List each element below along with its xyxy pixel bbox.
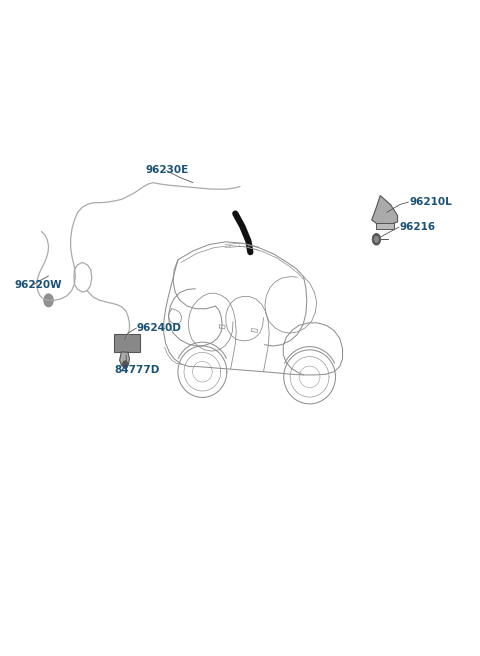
Text: 96210L: 96210L xyxy=(409,197,452,207)
Text: 96216: 96216 xyxy=(400,222,436,232)
Circle shape xyxy=(122,361,128,369)
Circle shape xyxy=(374,236,379,243)
Text: 96230E: 96230E xyxy=(146,165,189,176)
Text: 84777D: 84777D xyxy=(114,365,159,375)
Text: 96220W: 96220W xyxy=(14,280,62,290)
Text: 96240D: 96240D xyxy=(136,323,181,333)
FancyBboxPatch shape xyxy=(114,334,140,352)
Polygon shape xyxy=(372,195,397,225)
Circle shape xyxy=(44,294,53,307)
Circle shape xyxy=(372,234,381,245)
FancyBboxPatch shape xyxy=(376,222,394,229)
Polygon shape xyxy=(120,352,130,367)
